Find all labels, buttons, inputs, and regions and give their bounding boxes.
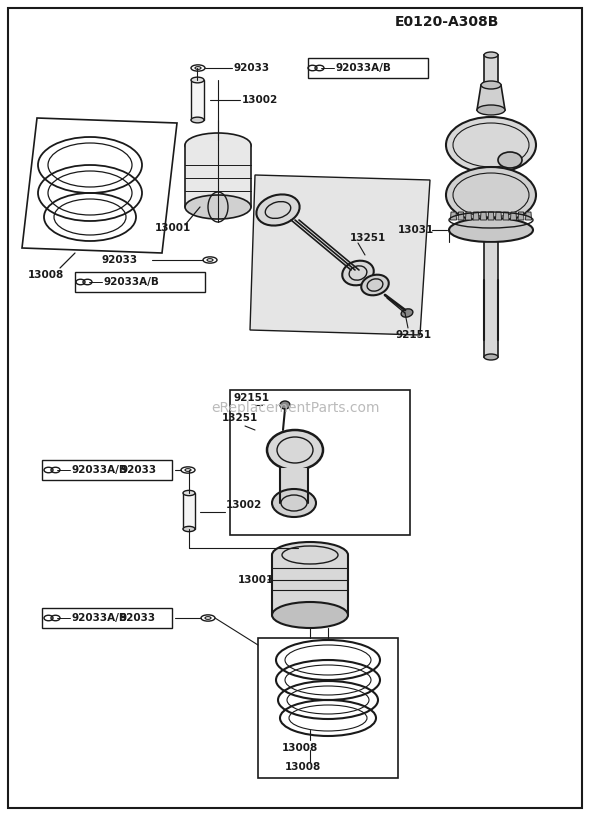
Ellipse shape (185, 195, 251, 219)
Polygon shape (526, 212, 532, 220)
Ellipse shape (191, 118, 204, 123)
Bar (183, 493, 195, 529)
Ellipse shape (484, 52, 498, 58)
Text: 92033: 92033 (102, 255, 138, 265)
Ellipse shape (185, 133, 251, 157)
Text: 92033: 92033 (120, 613, 156, 623)
Ellipse shape (191, 78, 204, 83)
Text: 13002: 13002 (226, 500, 262, 510)
Text: 13251: 13251 (350, 233, 386, 243)
Polygon shape (250, 175, 430, 335)
Ellipse shape (481, 81, 501, 89)
Bar (191, 80, 204, 120)
Bar (272, 555, 348, 615)
Text: 13008: 13008 (28, 270, 64, 280)
Bar (185, 145, 251, 207)
Polygon shape (477, 85, 505, 110)
Ellipse shape (280, 401, 290, 409)
Bar (42, 460, 172, 480)
Ellipse shape (498, 152, 522, 168)
Text: 92033A/B: 92033A/B (336, 63, 392, 73)
Polygon shape (503, 212, 509, 220)
Polygon shape (458, 212, 464, 220)
Text: 13008: 13008 (282, 743, 318, 753)
Text: 92033: 92033 (234, 63, 270, 73)
Ellipse shape (183, 526, 195, 532)
Bar (42, 608, 172, 628)
Ellipse shape (183, 490, 195, 495)
Ellipse shape (272, 542, 348, 568)
Ellipse shape (272, 602, 348, 628)
Ellipse shape (484, 354, 498, 360)
Polygon shape (510, 212, 516, 220)
Bar (75, 272, 205, 292)
Polygon shape (488, 212, 494, 220)
Bar (258, 638, 398, 778)
Bar (230, 390, 410, 535)
Text: E0120-A308B: E0120-A308B (395, 15, 499, 29)
Text: 13002: 13002 (242, 95, 278, 105)
Polygon shape (451, 212, 457, 220)
Text: 13008: 13008 (285, 762, 321, 772)
Text: 92033A/B: 92033A/B (72, 613, 128, 623)
Ellipse shape (446, 167, 536, 223)
Ellipse shape (446, 117, 536, 173)
Ellipse shape (257, 194, 300, 225)
Text: 13001: 13001 (238, 575, 274, 585)
Bar (484, 55, 498, 85)
Bar (308, 58, 428, 78)
Text: 92151: 92151 (395, 330, 431, 340)
Polygon shape (518, 212, 524, 220)
Ellipse shape (272, 489, 316, 517)
Text: 13031: 13031 (398, 225, 434, 235)
Polygon shape (480, 212, 487, 220)
Text: 13251: 13251 (222, 413, 258, 423)
Bar (484, 242, 498, 357)
Ellipse shape (401, 308, 413, 317)
Ellipse shape (361, 275, 389, 295)
Text: 92033A/B: 92033A/B (104, 277, 160, 287)
Polygon shape (496, 212, 502, 220)
Ellipse shape (267, 430, 323, 470)
Ellipse shape (449, 218, 533, 242)
Ellipse shape (477, 105, 505, 115)
Text: 13001: 13001 (155, 223, 191, 233)
Text: 92033A/B: 92033A/B (72, 465, 128, 475)
Text: 92151: 92151 (233, 393, 269, 403)
Text: 92033: 92033 (121, 465, 157, 475)
Text: eReplacementParts.com: eReplacementParts.com (211, 401, 379, 415)
Polygon shape (473, 212, 479, 220)
Ellipse shape (342, 260, 373, 286)
Bar (280, 468, 308, 503)
Polygon shape (466, 212, 471, 220)
Ellipse shape (484, 82, 498, 88)
